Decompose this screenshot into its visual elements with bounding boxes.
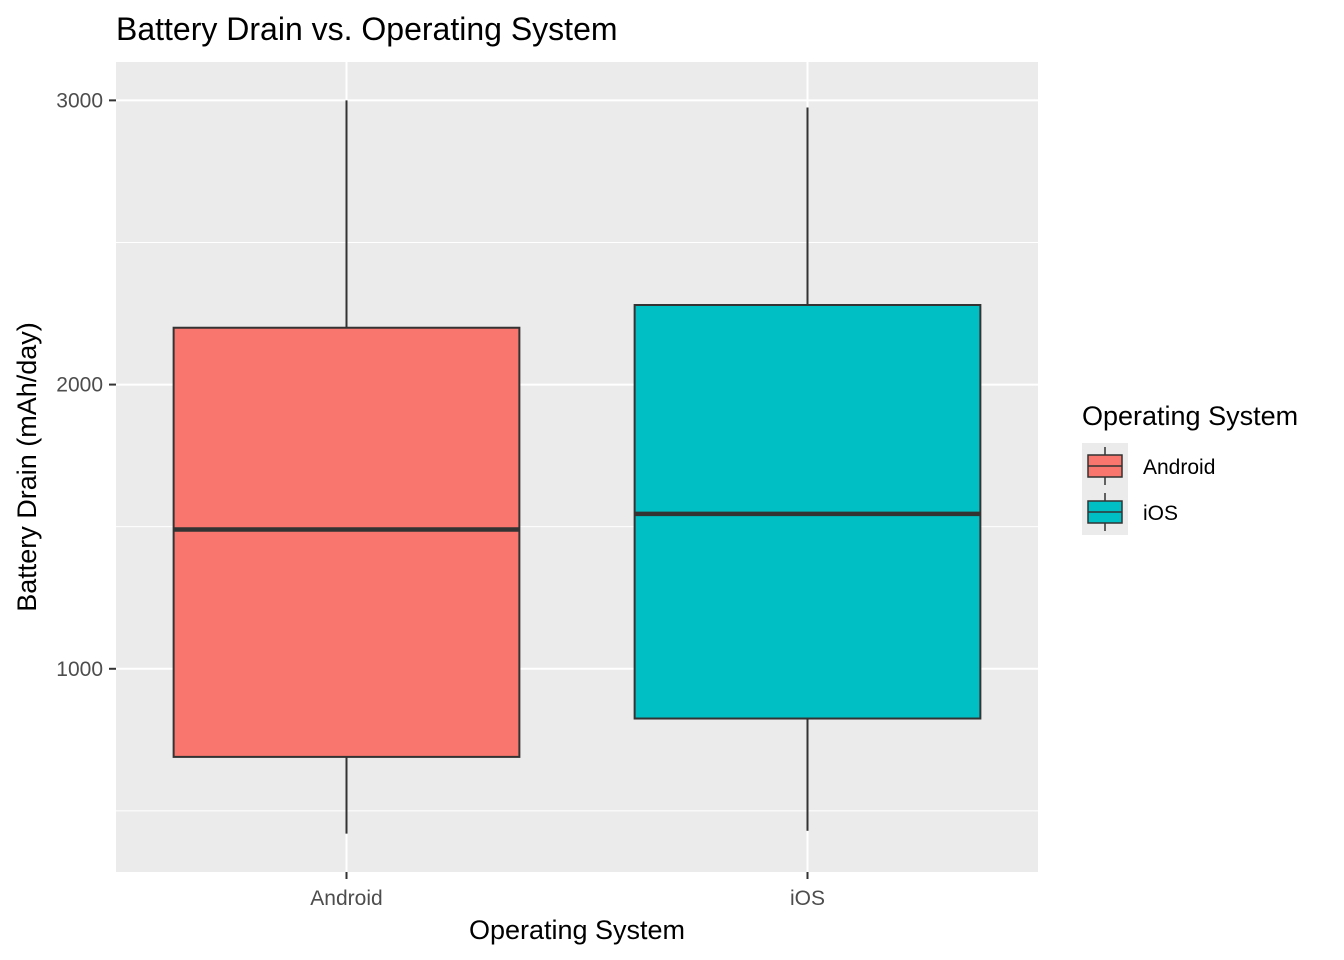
y-tick-label: 3000: [56, 89, 103, 112]
x-tick-label: iOS: [790, 887, 825, 910]
legend: Operating System Android iOS: [1082, 401, 1298, 535]
x-tick-label: Android: [310, 887, 382, 910]
legend-label: Android: [1143, 456, 1215, 479]
legend-label: iOS: [1143, 502, 1178, 525]
y-axis: 1000 2000 3000: [56, 89, 116, 681]
chart-title: Battery Drain vs. Operating System: [116, 11, 618, 47]
legend-item-ios: iOS: [1082, 489, 1178, 535]
x-axis: Android iOS: [310, 872, 825, 910]
y-tick-label: 1000: [56, 658, 103, 681]
legend-title: Operating System: [1082, 401, 1298, 431]
box-ios: [633, 107, 982, 831]
x-axis-title: Operating System: [469, 915, 685, 945]
y-tick-label: 2000: [56, 374, 103, 397]
y-axis-title: Battery Drain (mAh/day): [12, 322, 42, 612]
boxplot-marks: [172, 100, 982, 834]
box-iqr: [172, 326, 521, 758]
box-android: [172, 100, 521, 834]
legend-item-android: Android: [1082, 443, 1215, 489]
